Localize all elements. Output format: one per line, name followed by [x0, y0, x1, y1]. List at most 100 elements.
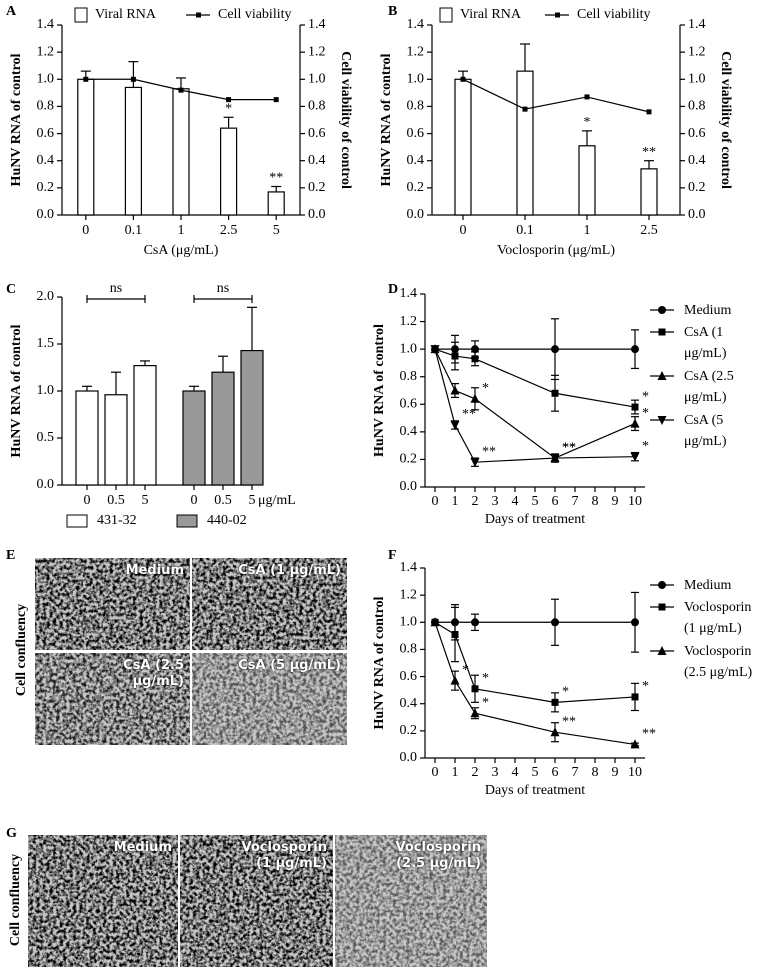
marker	[430, 617, 440, 627]
y-tick-label: 2.0	[37, 289, 55, 304]
x-tick-label: 6	[552, 494, 559, 509]
significance: **	[462, 407, 476, 422]
marker	[450, 385, 460, 395]
micrograph	[192, 558, 347, 650]
y-tick-label: 1.0	[37, 383, 55, 398]
micrograph	[28, 835, 178, 967]
marker	[83, 76, 89, 82]
marker	[273, 97, 279, 103]
significance: **	[562, 440, 576, 455]
significance: *	[642, 679, 649, 694]
y-tick-label: 0.4	[400, 696, 418, 711]
legend-swatch	[439, 7, 453, 23]
significance: *	[642, 389, 649, 404]
legend-swatch	[176, 514, 198, 528]
legend-label: Medium	[684, 578, 732, 593]
marker	[551, 345, 559, 354]
x-tick-label: 0	[432, 765, 439, 780]
x-tick-label: 9	[612, 765, 619, 780]
x-tick-label: 6	[552, 765, 559, 780]
x-tick-label: 5	[532, 494, 539, 509]
marker	[178, 87, 184, 93]
micrograph	[35, 653, 190, 745]
y-tick-label: 1.0	[400, 341, 418, 356]
y-tick-label: 1.0	[400, 615, 418, 630]
y-axis-label: Cell confluency	[8, 854, 23, 946]
x-tick-label: 0.5	[214, 493, 232, 508]
legend-label: 440-02	[207, 513, 247, 528]
x-tick-label: 0	[460, 223, 467, 238]
marker	[522, 106, 528, 112]
y-tick-label: 0.8	[400, 642, 418, 657]
image-label: Medium	[125, 563, 184, 578]
y2-tick-label: 0.2	[308, 180, 326, 195]
marker	[460, 76, 466, 82]
y-tick-label: 1.0	[407, 72, 425, 87]
image-label: CsA (1 μg/mL)	[238, 563, 341, 578]
y-tick-label: 1.4	[407, 17, 425, 32]
bar	[516, 70, 534, 216]
x-tick-label: 10	[628, 494, 642, 509]
x-axis-label: Days of treatment	[485, 783, 585, 798]
panel-letter: B	[388, 4, 397, 19]
y-axis-label: HuNV RNA of control	[372, 596, 387, 729]
y-tick-label: 0.0	[400, 479, 418, 494]
marker	[658, 581, 666, 589]
y-tick-label: 0.2	[407, 180, 425, 195]
marker	[658, 328, 666, 336]
line	[434, 622, 636, 746]
y-tick-label: 1.2	[407, 44, 425, 59]
legend-label: CsA (5 μg/mL)	[684, 413, 727, 449]
y-tick-label: 1.2	[400, 314, 418, 329]
y2-tick-label: 1.2	[308, 44, 326, 59]
x-tick-label: 0	[191, 493, 198, 508]
y-tick-label: 0.0	[400, 750, 418, 765]
marker	[471, 685, 479, 693]
significance: *	[482, 695, 489, 710]
bar	[124, 86, 143, 216]
x-tick-label: 3	[492, 494, 499, 509]
y2-tick-label: 1.4	[688, 17, 706, 32]
marker	[451, 631, 459, 638]
marker	[451, 352, 459, 360]
x-axis-label: Days of treatment	[485, 512, 585, 527]
y-tick-label: 0.0	[37, 207, 55, 222]
legend-swatch	[74, 7, 88, 23]
x-tick-label: 0	[432, 494, 439, 509]
marker	[450, 675, 460, 685]
y-tick-label: 0.2	[400, 452, 418, 467]
significance: **	[269, 171, 283, 186]
marker	[550, 727, 560, 737]
marker	[471, 618, 479, 627]
x-tick-label: 5	[532, 765, 539, 780]
y-tick-label: 0.8	[37, 99, 55, 114]
y-tick-label: 0.8	[407, 99, 425, 114]
panel-letter: D	[388, 282, 398, 297]
x-tick-label: 0	[84, 493, 91, 508]
bar	[77, 78, 95, 216]
legend-swatch	[555, 12, 560, 18]
x-tick-label: 0.5	[107, 493, 125, 508]
x-tick-label: 2.5	[640, 223, 658, 238]
marker	[631, 693, 639, 701]
y2-tick-label: 0.4	[688, 153, 706, 168]
y2-tick-label: 0.0	[308, 207, 326, 222]
y-tick-label: 1.4	[400, 560, 418, 575]
y2-tick-label: 0.8	[308, 99, 326, 114]
image-label: CsA (2.5 μg/mL)	[123, 658, 184, 689]
bar	[211, 371, 235, 486]
significance: **	[562, 714, 576, 729]
bar	[220, 127, 238, 216]
marker	[658, 603, 666, 611]
marker	[471, 355, 479, 363]
y-axis-label: HuNV RNA of control	[379, 53, 394, 186]
bar	[578, 145, 596, 216]
marker	[450, 420, 460, 430]
y-tick-label: 1.5	[37, 336, 55, 351]
panel-letter: A	[6, 4, 17, 19]
x-tick-label: 9	[612, 494, 619, 509]
x-tick-label: 2	[472, 494, 479, 509]
significance: *	[482, 671, 489, 686]
micrograph	[192, 653, 347, 745]
